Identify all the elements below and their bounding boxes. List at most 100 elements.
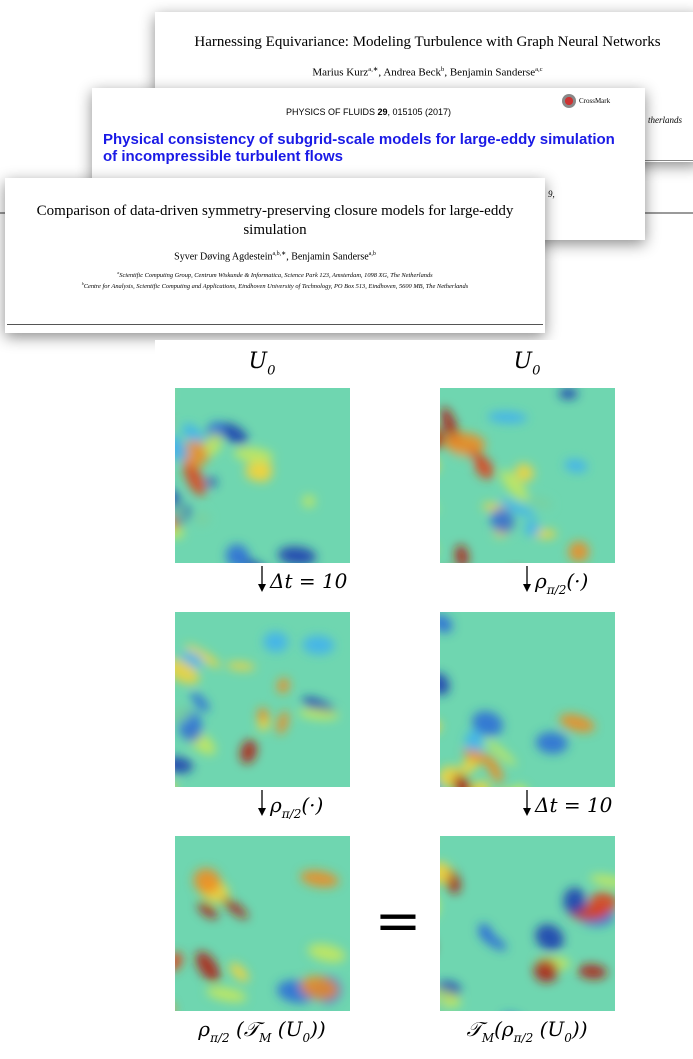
field-blob <box>280 292 310 325</box>
field-blob <box>87 675 119 706</box>
field-blob <box>559 388 578 399</box>
field-blob <box>135 493 158 517</box>
field-blob <box>36 863 58 893</box>
field-blob <box>60 703 84 721</box>
field-blob <box>27 770 50 800</box>
field-blob <box>59 435 81 449</box>
field-blob <box>75 738 102 760</box>
field-blob <box>12 550 38 585</box>
field-blob <box>8 506 39 526</box>
field-blob <box>115 947 132 966</box>
field-blob <box>0 503 40 545</box>
field-blob <box>0 677 11 697</box>
field-blob <box>11 638 35 652</box>
field-blob <box>13 895 58 938</box>
field-blob <box>124 668 146 692</box>
subscript: π/2 <box>281 807 302 821</box>
field-blob <box>96 524 137 565</box>
field-blob <box>119 660 156 699</box>
field-blob <box>76 519 106 564</box>
field-blob <box>87 746 111 757</box>
field-blob <box>46 286 65 302</box>
field-blob <box>91 689 119 706</box>
label-part: (U <box>533 1017 565 1041</box>
field-blob <box>3 614 30 653</box>
field-blob <box>348 318 362 333</box>
label-part: (ρ <box>494 1017 514 1041</box>
field-blob <box>292 313 319 340</box>
field-blob <box>68 954 91 982</box>
subscript: π/2 <box>513 1031 534 1045</box>
field-blob <box>256 264 290 282</box>
field-blob <box>97 871 137 913</box>
field-blob <box>47 939 83 978</box>
subscript: M <box>481 1031 495 1045</box>
field-blob <box>12 305 43 329</box>
field-blob <box>88 942 103 961</box>
field-blob <box>119 824 151 857</box>
field-blob <box>86 730 105 754</box>
field-blob <box>0 329 17 346</box>
field-blob <box>67 744 99 779</box>
label-part: (·) <box>566 569 588 593</box>
field-blob <box>0 601 38 642</box>
field-blob <box>109 398 145 439</box>
field-blob <box>60 918 88 953</box>
field-blob <box>0 709 1 721</box>
subscript: 0 <box>267 364 275 379</box>
label-part: Δt = 10 <box>269 569 348 593</box>
field-blob <box>29 221 58 243</box>
field-blob <box>47 907 85 955</box>
label-part: U <box>249 349 269 374</box>
field-blob <box>102 915 133 943</box>
field-blob <box>2 418 23 436</box>
field-blob <box>102 832 142 847</box>
field-blob <box>195 288 232 320</box>
field-blob <box>401 279 427 297</box>
field-blob <box>113 928 142 961</box>
label-part: ρ <box>534 569 547 593</box>
field-blob <box>103 835 119 856</box>
field-blob <box>94 322 117 345</box>
field-blob <box>33 498 77 539</box>
field-blob <box>78 689 93 701</box>
math-label: Δt = 10 <box>269 569 348 593</box>
field-blob <box>104 544 138 563</box>
field-blob <box>98 968 128 995</box>
page: Harnessing Equivariance: Modeling Turbul… <box>0 0 693 1059</box>
label-part: ρ <box>197 1017 210 1041</box>
field-blob <box>82 488 130 526</box>
field-blob <box>114 560 140 580</box>
field-blob <box>30 660 66 698</box>
diagram: U0U0Δt = 10ρπ/2(·)ρπ/2(·)Δt = 10ρπ/2 (𝒯M… <box>0 0 693 1059</box>
field-blob <box>137 753 152 774</box>
field-blob <box>38 904 56 938</box>
field-blob <box>375 209 418 238</box>
field-blob <box>71 513 94 541</box>
field-blob <box>66 635 89 658</box>
label-part: U <box>514 349 534 374</box>
field-blob <box>13 667 31 708</box>
field-blob <box>81 775 119 818</box>
field-blob <box>368 228 409 241</box>
field-blob <box>81 583 123 619</box>
label-part: )) <box>571 1017 588 1041</box>
field-blob <box>27 252 55 270</box>
field-blob <box>38 977 69 1002</box>
field-blob <box>15 583 42 609</box>
field-blob <box>59 730 85 757</box>
field-blob <box>42 561 69 581</box>
field-blob <box>92 520 115 541</box>
field-blob <box>28 746 52 777</box>
field-blob <box>60 836 90 860</box>
field-blob <box>52 305 77 336</box>
field-blob <box>96 301 120 326</box>
field-blob <box>124 722 152 740</box>
field-blob <box>5 575 35 613</box>
field-blob <box>79 377 112 412</box>
field-blob <box>320 283 333 299</box>
field-blob <box>67 746 94 774</box>
field-blob <box>82 855 107 872</box>
field-blob <box>129 435 147 459</box>
field-blob <box>87 351 132 397</box>
